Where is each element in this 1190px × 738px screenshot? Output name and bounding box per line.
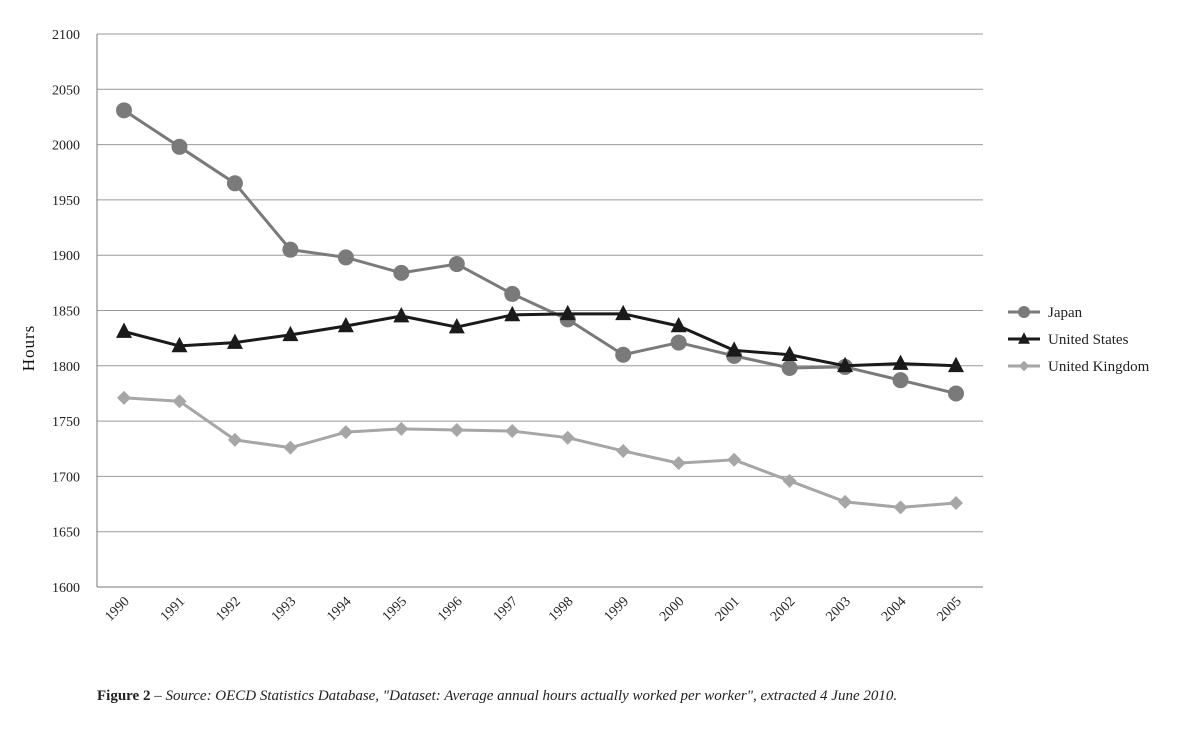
point-united-states-1990 xyxy=(116,322,132,338)
point-united-kingdom-2002 xyxy=(782,473,797,488)
point-japan-2005 xyxy=(948,385,964,402)
legend-marker-united-kingdom xyxy=(1018,360,1030,372)
point-united-states-1999 xyxy=(615,304,632,321)
y-tick-label-1950: 1950 xyxy=(52,194,80,209)
point-united-kingdom-1997 xyxy=(505,424,520,439)
point-japan-1990 xyxy=(116,102,132,119)
x-tick-label-2001: 2001 xyxy=(713,594,743,624)
point-united-states-1993 xyxy=(282,325,299,342)
point-japan-2000 xyxy=(670,334,687,351)
y-tick-label-2050: 2050 xyxy=(52,83,80,98)
point-japan-1996 xyxy=(448,256,465,273)
y-tick-label-1700: 1700 xyxy=(52,470,80,485)
x-tick-label-1991: 1991 xyxy=(158,594,188,624)
legend-item-united-kingdom: United Kingdom xyxy=(1008,359,1150,375)
point-united-kingdom-1998 xyxy=(560,430,575,445)
x-tick-label-2003: 2003 xyxy=(823,594,853,624)
point-united-kingdom-1994 xyxy=(338,425,353,440)
point-japan-1993 xyxy=(282,241,299,258)
point-united-kingdom-1993 xyxy=(283,440,298,455)
point-united-states-2002 xyxy=(781,345,798,362)
point-united-states-2000 xyxy=(670,316,687,333)
point-united-states-1998 xyxy=(559,304,576,321)
point-united-kingdom-2001 xyxy=(727,452,742,467)
point-united-kingdom-2003 xyxy=(838,494,853,509)
point-united-kingdom-2005 xyxy=(949,495,963,510)
point-japan-1992 xyxy=(226,175,243,192)
point-united-states-2004 xyxy=(892,354,909,370)
point-united-kingdom-2004 xyxy=(893,500,908,515)
y-axis-title: Hours xyxy=(19,325,38,372)
caption-dash: – xyxy=(150,688,166,704)
point-united-kingdom-1990 xyxy=(117,390,131,405)
legend-item-united-states: United States xyxy=(1008,332,1129,348)
x-tick-label-1993: 1993 xyxy=(269,594,299,624)
legend: Japan United States United Kingdom xyxy=(1008,305,1150,375)
legend-label-japan: Japan xyxy=(1048,305,1083,321)
y-tick-label-1650: 1650 xyxy=(52,526,80,541)
point-united-states-1997 xyxy=(504,305,521,322)
point-united-kingdom-1996 xyxy=(449,422,464,437)
point-united-states-1994 xyxy=(337,316,354,333)
x-tick-label-1996: 1996 xyxy=(435,594,465,624)
x-tick-label-2000: 2000 xyxy=(657,594,687,624)
point-japan-1995 xyxy=(393,264,410,281)
series-united-kingdom xyxy=(117,390,963,515)
figure-caption: Figure 2 – Source: OECD Statistics Datab… xyxy=(97,688,897,705)
y-tick-label-1800: 1800 xyxy=(52,360,80,375)
point-japan-2004 xyxy=(892,372,909,389)
series-united-states xyxy=(116,304,964,373)
line-chart: 1600 1650 1700 1750 1800 1850 1900 1950 2000 2050… xyxy=(19,28,1150,625)
y-tick-label-1600: 1600 xyxy=(52,581,80,596)
point-japan-1997 xyxy=(504,285,521,302)
series-line-japan xyxy=(123,109,957,395)
point-united-states-2005 xyxy=(948,356,964,373)
point-united-states-1996 xyxy=(448,318,465,334)
point-united-states-1995 xyxy=(393,307,410,323)
x-tick-label-2002: 2002 xyxy=(768,594,798,624)
y-tick-label-2100: 2100 xyxy=(52,28,80,43)
series-line-united-kingdom xyxy=(123,396,957,509)
legend-marker-japan xyxy=(1018,306,1030,318)
x-axis-ticks: 1990 1991 1992 1993 1994 1995 1996 1997 1998 1999… xyxy=(102,594,964,624)
x-tick-label-2005: 2005 xyxy=(934,594,964,624)
x-tick-label-1995: 1995 xyxy=(380,594,410,624)
y-axis-ticks: 1600 1650 1700 1750 1800 1850 1900 1950 2000 2050… xyxy=(52,28,80,596)
caption-source-text: Source: OECD Statistics Database, "Datas… xyxy=(165,688,898,704)
point-japan-1999 xyxy=(615,346,632,363)
point-japan-1994 xyxy=(337,249,354,266)
legend-marker-united-states xyxy=(1018,332,1030,344)
legend-item-japan: Japan xyxy=(1008,305,1083,321)
x-tick-label-1997: 1997 xyxy=(491,594,521,624)
x-tick-label-1992: 1992 xyxy=(213,594,243,624)
gridlines xyxy=(96,33,983,588)
point-japan-1991 xyxy=(171,138,188,155)
x-tick-label-1999: 1999 xyxy=(602,594,632,624)
point-united-states-1991 xyxy=(171,336,188,353)
legend-label-united-kingdom: United Kingdom xyxy=(1048,359,1150,375)
point-japan-2002 xyxy=(781,360,798,377)
point-united-kingdom-1999 xyxy=(616,443,631,458)
series-line-united-states xyxy=(123,312,957,368)
point-united-states-1992 xyxy=(226,333,243,349)
point-united-kingdom-1992 xyxy=(227,432,242,447)
y-tick-label-1750: 1750 xyxy=(52,415,80,430)
x-tick-label-1990: 1990 xyxy=(102,594,132,624)
point-united-kingdom-1991 xyxy=(172,394,187,409)
series-japan xyxy=(116,102,964,402)
series-group xyxy=(116,102,964,515)
y-tick-label-1850: 1850 xyxy=(52,305,80,320)
legend-label-united-states: United States xyxy=(1048,332,1129,348)
point-united-kingdom-1995 xyxy=(394,421,409,436)
point-united-states-2003 xyxy=(837,356,854,373)
x-tick-label-2004: 2004 xyxy=(879,594,909,624)
x-tick-label-1998: 1998 xyxy=(546,594,576,624)
figure-label: Figure 2 xyxy=(97,688,151,704)
point-united-states-2001 xyxy=(726,341,743,357)
y-tick-label-2000: 2000 xyxy=(52,139,80,154)
x-tick-label-1994: 1994 xyxy=(324,594,354,624)
y-tick-label-1900: 1900 xyxy=(52,249,80,264)
point-united-kingdom-2000 xyxy=(671,456,686,471)
